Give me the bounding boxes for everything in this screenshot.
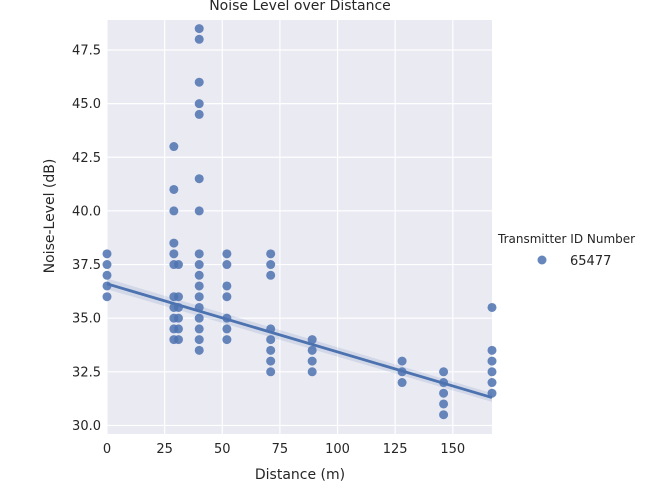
data-point bbox=[439, 388, 449, 398]
legend-title: Transmitter ID Number bbox=[497, 232, 635, 246]
data-point bbox=[169, 184, 179, 194]
data-point bbox=[169, 142, 179, 152]
y-axis-ticks: 30.0 32.5 35.0 37.5 40.0 42.5 45.0 47.5 bbox=[72, 44, 101, 434]
data-point bbox=[266, 324, 276, 334]
data-point bbox=[439, 399, 449, 409]
regression-line bbox=[106, 282, 493, 399]
data-point bbox=[439, 367, 449, 377]
data-point bbox=[222, 260, 232, 270]
data-point bbox=[307, 335, 317, 345]
y-tick-label: 30.0 bbox=[72, 419, 101, 434]
data-point bbox=[173, 324, 183, 334]
data-point bbox=[222, 281, 232, 291]
data-point bbox=[439, 378, 449, 388]
data-point bbox=[102, 281, 112, 291]
legend-label: 65477 bbox=[570, 254, 611, 269]
data-point bbox=[194, 206, 204, 216]
data-point bbox=[266, 367, 276, 377]
data-point bbox=[487, 345, 497, 355]
data-point bbox=[194, 174, 204, 184]
data-point bbox=[222, 249, 232, 259]
data-point bbox=[194, 292, 204, 302]
data-point bbox=[307, 345, 317, 355]
x-tick-label: 50 bbox=[214, 442, 231, 457]
y-tick-label: 37.5 bbox=[72, 258, 101, 273]
y-tick-label: 47.5 bbox=[72, 44, 101, 59]
data-point bbox=[222, 324, 232, 334]
data-point bbox=[169, 206, 179, 216]
x-tick-label: 100 bbox=[325, 442, 350, 457]
data-point bbox=[173, 260, 183, 270]
data-point bbox=[194, 34, 204, 44]
legend-marker bbox=[537, 255, 547, 265]
data-points bbox=[102, 24, 497, 420]
data-point bbox=[194, 345, 204, 355]
plot-area bbox=[107, 20, 492, 434]
data-point bbox=[222, 313, 232, 323]
data-point bbox=[194, 99, 204, 109]
data-point bbox=[439, 410, 449, 420]
data-point bbox=[222, 292, 232, 302]
y-tick-label: 40.0 bbox=[72, 204, 101, 219]
y-tick-label: 42.5 bbox=[72, 151, 101, 166]
data-point bbox=[169, 249, 179, 259]
data-point bbox=[266, 335, 276, 345]
y-tick-label: 35.0 bbox=[72, 312, 101, 327]
grid-lines bbox=[106, 20, 492, 434]
data-point bbox=[487, 378, 497, 388]
data-point bbox=[194, 77, 204, 87]
legend: Transmitter ID Number 65477 bbox=[497, 232, 635, 269]
data-point bbox=[487, 367, 497, 377]
x-axis-ticks: 0 25 50 75 100 125 150 bbox=[103, 442, 465, 457]
data-point bbox=[266, 249, 276, 259]
data-point bbox=[397, 356, 407, 366]
x-tick-label: 75 bbox=[272, 442, 289, 457]
data-point bbox=[397, 378, 407, 388]
data-point bbox=[487, 388, 497, 398]
x-tick-label: 125 bbox=[383, 442, 408, 457]
data-point bbox=[102, 270, 112, 280]
data-point bbox=[102, 292, 112, 302]
x-tick-label: 0 bbox=[103, 442, 111, 457]
data-point bbox=[102, 249, 112, 259]
data-point bbox=[194, 324, 204, 334]
data-point bbox=[194, 24, 204, 34]
data-point bbox=[266, 260, 276, 270]
data-point bbox=[173, 302, 183, 312]
data-point bbox=[194, 313, 204, 323]
data-point bbox=[194, 281, 204, 291]
x-tick-label: 150 bbox=[440, 442, 465, 457]
data-point bbox=[102, 260, 112, 270]
regression-line-path bbox=[106, 282, 493, 399]
data-point bbox=[487, 356, 497, 366]
data-point bbox=[194, 109, 204, 119]
data-point bbox=[266, 356, 276, 366]
x-tick-label: 25 bbox=[156, 442, 173, 457]
data-point bbox=[194, 302, 204, 312]
data-point bbox=[194, 270, 204, 280]
y-axis-label: Noise-Level (dB) bbox=[42, 159, 58, 274]
x-axis-label: Distance (m) bbox=[255, 467, 345, 483]
data-point bbox=[307, 356, 317, 366]
y-tick-label: 45.0 bbox=[72, 97, 101, 112]
data-point bbox=[169, 238, 179, 248]
data-point bbox=[173, 335, 183, 345]
data-point bbox=[266, 345, 276, 355]
data-point bbox=[194, 260, 204, 270]
data-point bbox=[397, 367, 407, 377]
data-point bbox=[222, 335, 232, 345]
data-point bbox=[194, 335, 204, 345]
data-point bbox=[487, 302, 497, 312]
data-point bbox=[307, 367, 317, 377]
chart-title: Noise Level over Distance bbox=[209, 0, 391, 14]
data-point bbox=[266, 270, 276, 280]
data-point bbox=[173, 292, 183, 302]
y-tick-label: 32.5 bbox=[72, 365, 101, 380]
data-point bbox=[173, 313, 183, 323]
data-point bbox=[194, 249, 204, 259]
